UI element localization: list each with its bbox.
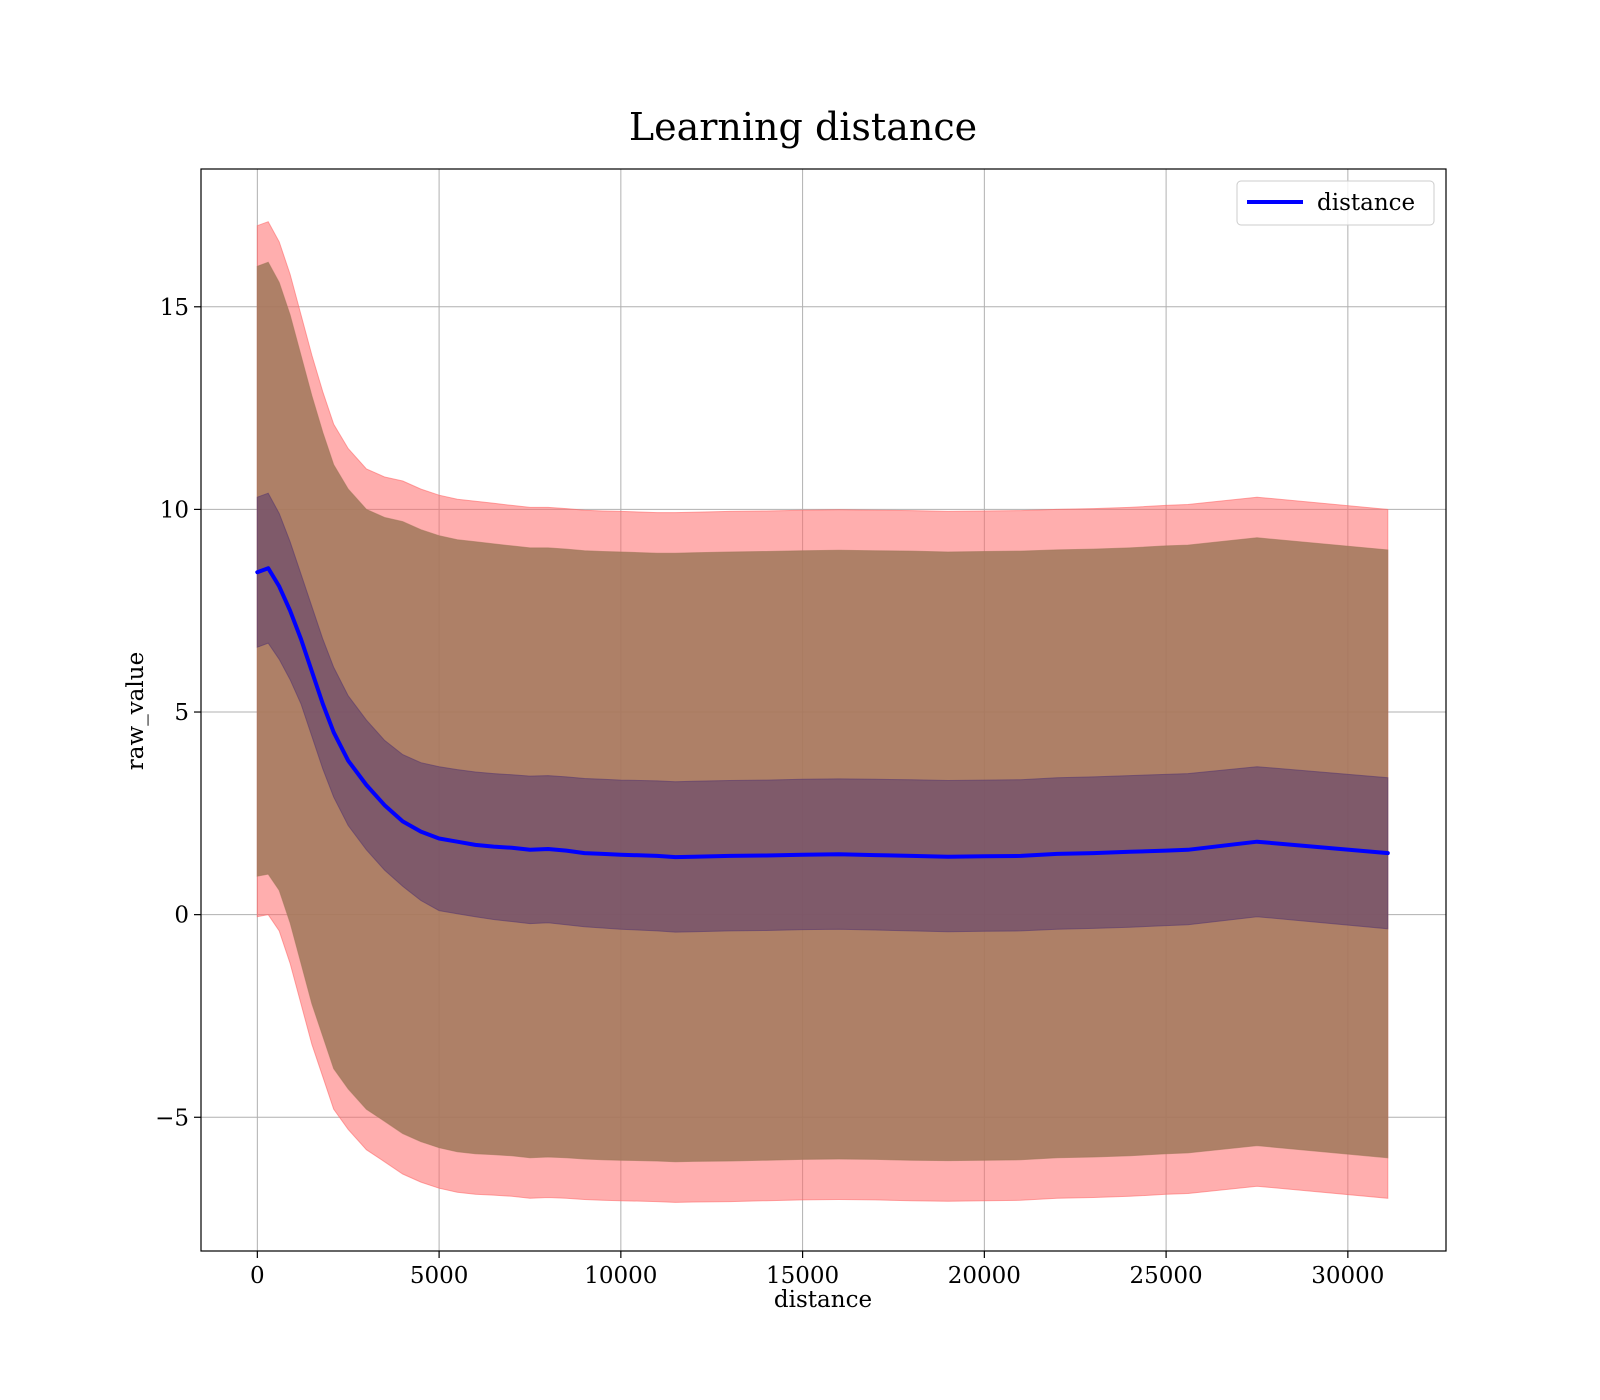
x-tick-label: 5000	[410, 1263, 469, 1289]
y-tick-label: 15	[160, 295, 189, 321]
x-tick-label: 0	[250, 1263, 265, 1289]
y-tick-label: 0	[174, 903, 189, 929]
plot-frame	[200, 168, 1447, 1252]
x-tick-label: 30000	[1311, 1263, 1384, 1289]
x-tick-label: 20000	[948, 1263, 1021, 1289]
series-lines	[255, 566, 1390, 860]
y-tick-label: 10	[160, 497, 189, 523]
legend: distance	[1236, 180, 1435, 226]
legend-box	[1236, 180, 1435, 226]
band-middle	[256, 261, 1389, 1163]
x-axis-label: distance	[774, 1287, 872, 1313]
chart-title: Learning distance	[629, 105, 977, 149]
series-line-distance	[255, 566, 1390, 860]
y-tick-label: 5	[174, 700, 189, 726]
legend-label-distance: distance	[1317, 190, 1415, 216]
band-inner	[256, 492, 1389, 933]
x-tick-label: 10000	[584, 1263, 657, 1289]
y-tick-label: −5	[155, 1105, 189, 1131]
y-axis-label: raw_value	[123, 652, 149, 770]
x-tick-label: 25000	[1130, 1263, 1203, 1289]
x-tick-label: 15000	[766, 1263, 839, 1289]
bands	[256, 221, 1389, 1203]
ticks: 0 5000 10000 15000 20000 25000 30000 −5 0 5 10 15	[155, 295, 1384, 1289]
